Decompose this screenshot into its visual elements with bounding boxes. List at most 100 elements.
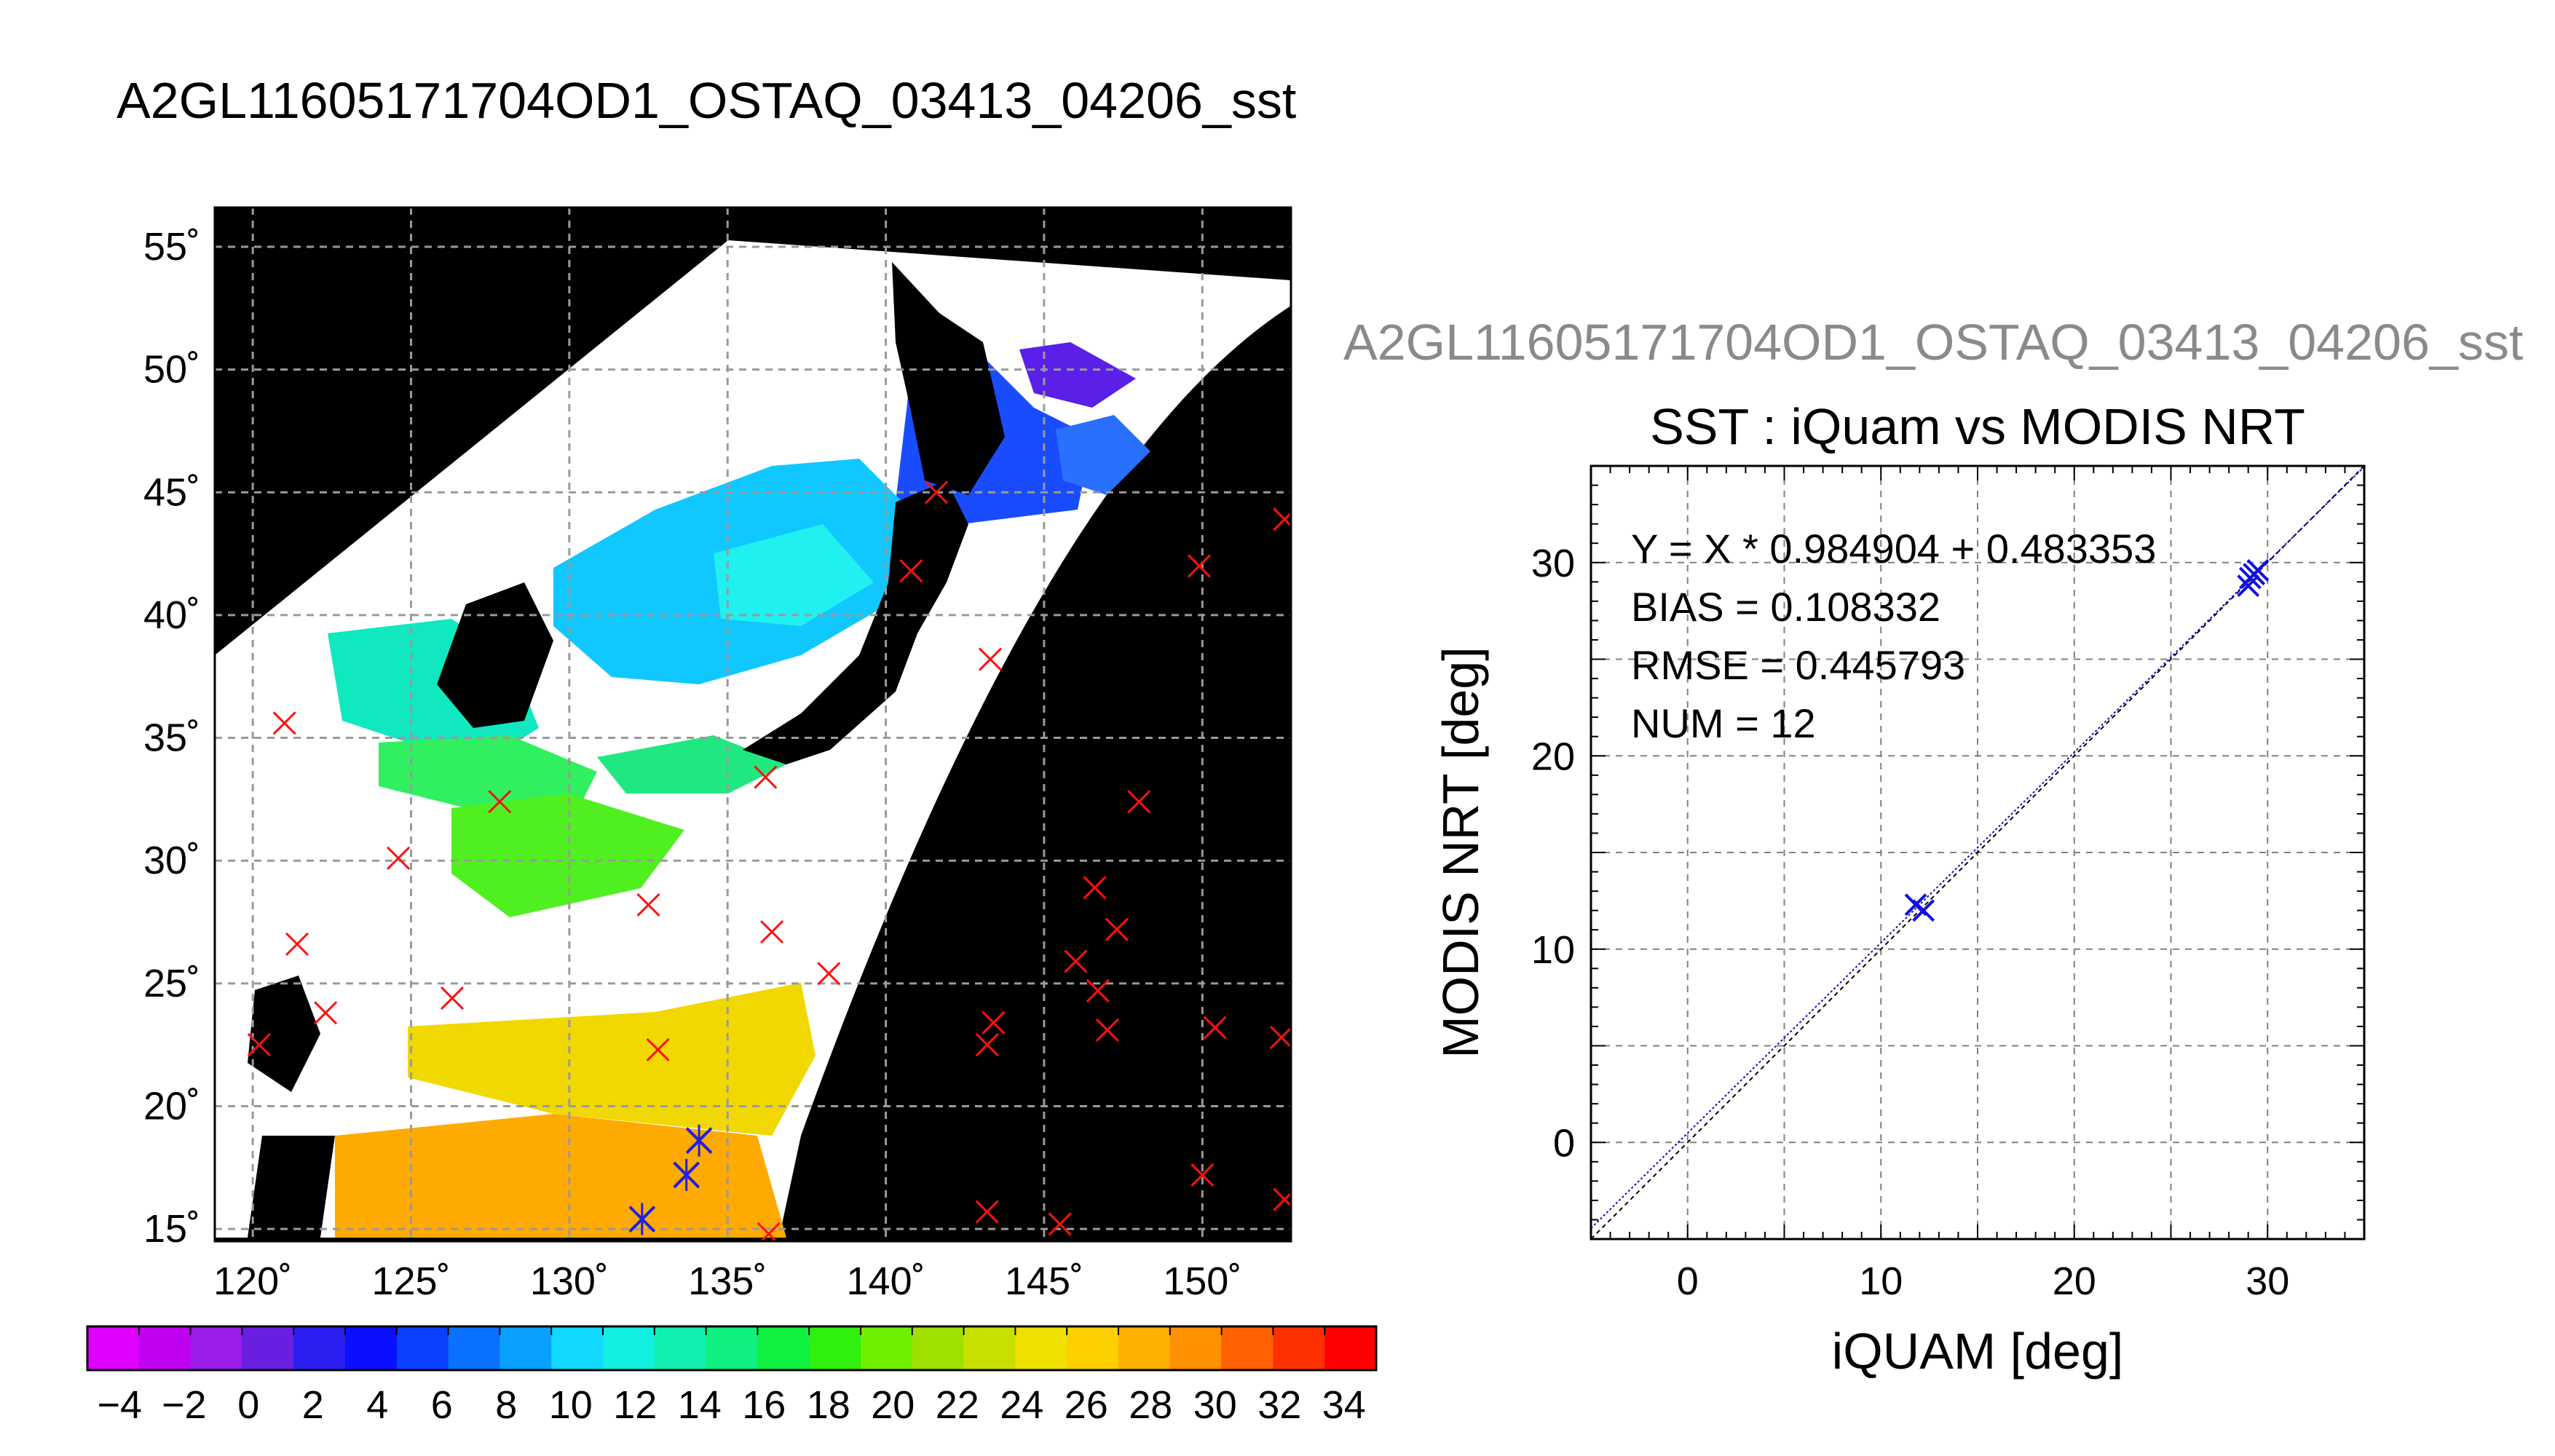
colorbar-frame	[86, 1325, 1378, 1372]
map-lat-tick-label: 20˚	[143, 1084, 200, 1128]
map-red-marker	[760, 919, 784, 944]
sub-title: A2GL11605171704OD1_OSTAQ_03413_04206_sst	[1343, 314, 2523, 371]
map-red-marker	[1273, 511, 1291, 531]
sst-region-coldest	[1019, 342, 1136, 408]
colorbar-cell	[912, 1326, 965, 1370]
map-lat-tick-label: 50˚	[143, 348, 200, 392]
colorbar: −4 −2 0 2 4 6 8 10 12 14 16 18 20 22 24 26 28 30 32 34	[86, 1325, 1378, 1427]
map-lon-tick-label: 120˚	[213, 1259, 292, 1303]
colorbar-cell	[654, 1326, 707, 1370]
colorbar-cell	[87, 1326, 140, 1370]
plot-points	[1904, 558, 2270, 922]
map-lon-tick-label: 130˚	[530, 1259, 609, 1303]
x-tick-label: 20	[2053, 1259, 2096, 1303]
colorbar-cell	[499, 1326, 552, 1370]
map-red-marker	[925, 480, 949, 505]
colorbar-cell	[242, 1326, 294, 1370]
colorbar-cell	[190, 1326, 242, 1370]
map-lon-labels: 120˚ 125˚ 130˚ 135˚ 140˚ 145˚ 150˚	[213, 1259, 1241, 1303]
colorbar-tick-label: 24	[1000, 1383, 1043, 1427]
colorbar-cell	[345, 1326, 398, 1370]
map-red-marker	[1105, 917, 1129, 941]
colorbar-tick-label: 0	[237, 1383, 259, 1427]
colorbar-tick-label: 4	[366, 1383, 388, 1427]
scatter-plot: SST : iQuam vs MODIS NRT 0 10 20 300102030 …	[1432, 398, 2366, 1380]
stats-line: BIAS = 0.108332	[1631, 584, 1940, 630]
map-red-marker	[1064, 949, 1088, 973]
map-lon-tick-label: 125˚	[371, 1259, 450, 1303]
x-tick-label: 10	[1859, 1259, 1903, 1303]
fit-line	[1591, 466, 2364, 1229]
map-red-marker	[636, 893, 660, 917]
land-luzon	[248, 1136, 335, 1238]
map-red-marker	[899, 559, 923, 583]
stats-line: NUM = 12	[1631, 700, 1816, 746]
colorbar-tick-label: −2	[162, 1383, 207, 1427]
map-markers	[247, 480, 1291, 1241]
plot-ticks: 0 10 20 30 0 10 20 30	[1531, 466, 2364, 1303]
colorbar-tick-label: 34	[1322, 1383, 1366, 1427]
map-red-marker	[982, 1010, 1006, 1034]
colorbar-cell	[138, 1326, 191, 1370]
map-red-marker	[1273, 1191, 1291, 1211]
sst-region-green-2	[451, 794, 684, 917]
colorbar-cell	[293, 1326, 346, 1370]
stats-line: Y = X * 0.984904 + 0.483353	[1631, 526, 2156, 571]
map-lat-tick-label: 45˚	[143, 470, 200, 514]
stats-line: RMSE = 0.445793	[1631, 642, 1965, 688]
colorbar-cell	[396, 1326, 449, 1370]
colorbar-cell	[963, 1326, 1016, 1370]
y-axis-label: MODIS NRT [deg]	[1432, 646, 1489, 1058]
scatter-point	[2238, 566, 2262, 590]
x-tick-label: 30	[2246, 1259, 2289, 1303]
colorbar-cell	[448, 1326, 500, 1370]
chart-title: SST : iQuam vs MODIS NRT	[1650, 398, 2305, 455]
map-red-marker	[247, 1033, 271, 1057]
colorbar-tick-label: −4	[97, 1383, 142, 1427]
colorbar-cells	[87, 1326, 1377, 1370]
map-red-marker	[1083, 876, 1107, 900]
colorbar-tick-label: 28	[1129, 1383, 1172, 1427]
map-lat-tick-label: 30˚	[143, 839, 200, 882]
colorbar-tick-label: 12	[613, 1383, 657, 1427]
colorbar-cell	[1169, 1326, 1223, 1370]
scatter-point	[1912, 899, 1935, 922]
land-japan	[743, 480, 968, 764]
map-red-marker	[1190, 1163, 1215, 1187]
y-tick-label: 0	[1553, 1121, 1575, 1165]
map-red-marker	[314, 1001, 338, 1025]
map-red-marker	[1095, 1018, 1119, 1042]
colorbar-tick-label: 20	[871, 1383, 915, 1427]
map-lon-tick-label: 140˚	[847, 1259, 925, 1303]
map-lat-tick-label: 35˚	[143, 716, 200, 760]
colorbar-cell	[706, 1326, 758, 1370]
identity-line	[1591, 466, 2364, 1239]
map-lon-tick-label: 135˚	[688, 1259, 767, 1303]
main-title: A2GL11605171704OD1_OSTAQ_03413_04206_sst	[117, 72, 1296, 129]
map-red-marker	[285, 932, 309, 956]
map-lat-labels: 55˚ 50˚ 45˚ 40˚ 35˚ 30˚ 25˚ 20˚ 15˚	[143, 225, 200, 1251]
map-red-marker	[387, 846, 411, 870]
map-lat-tick-label: 55˚	[143, 225, 200, 269]
y-tick-label: 30	[1531, 542, 1575, 585]
x-axis-label: iQUAM [deg]	[1832, 1323, 2124, 1380]
map-red-marker	[1187, 554, 1211, 578]
sst-region-cyan	[714, 524, 874, 626]
map-red-marker	[754, 765, 778, 789]
colorbar-tick-label: 2	[302, 1383, 324, 1427]
plot-lines	[1591, 466, 2364, 1239]
map-lon-tick-label: 145˚	[1005, 1259, 1083, 1303]
y-tick-label: 10	[1531, 928, 1575, 972]
colorbar-cell	[1324, 1326, 1377, 1370]
map-red-marker	[817, 962, 841, 986]
map-red-marker	[646, 1037, 670, 1061]
sst-map: 120˚ 125˚ 130˚ 135˚ 140˚ 145˚ 150˚ 55˚ 50˚ 45˚ 40…	[143, 206, 1292, 1303]
colorbar-tick-label: 18	[807, 1383, 850, 1427]
colorbar-cell	[861, 1326, 913, 1370]
y-tick-label: 20	[1531, 735, 1575, 778]
map-red-marker	[975, 1033, 999, 1057]
colorbar-tick-label: 16	[742, 1383, 786, 1427]
map-lon-tick-label: 150˚	[1163, 1259, 1241, 1303]
sst-region-cold-east	[1056, 415, 1150, 495]
